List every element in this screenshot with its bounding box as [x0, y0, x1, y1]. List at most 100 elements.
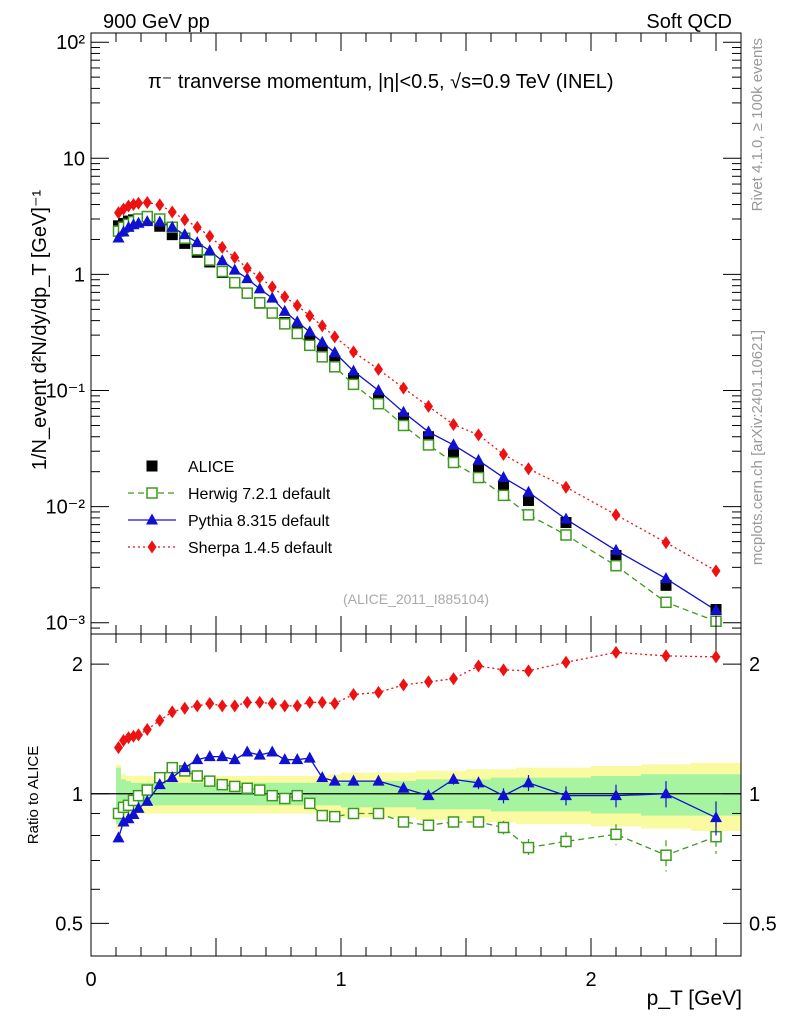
ratio-point-sherpa	[205, 697, 215, 711]
ratio-point-pythia	[472, 776, 485, 788]
ratio-point-sherpa	[180, 701, 190, 715]
point-herwig	[291, 327, 303, 340]
point-pythia	[253, 282, 266, 294]
point-sherpa	[205, 229, 215, 243]
point-pythia	[278, 304, 291, 316]
ratio-point-pythia	[203, 750, 216, 762]
ratio-point-pythia	[112, 831, 125, 843]
point-sherpa	[474, 428, 483, 442]
mcplots-label: mcplots.cern.ch [arXiv:2401.10621]	[749, 330, 766, 565]
main-panel: 10⁻³ 10⁻² 10⁻¹ 1 10 10²	[46, 32, 742, 635]
ratio-point-pythia	[447, 772, 460, 784]
rivet-label: Rivet 4.1.0, ≥ 100k events	[749, 38, 766, 211]
ratio-point-sherpa	[424, 675, 433, 689]
ratio-point-herwig	[422, 819, 435, 832]
ratio-ylabel: Ratio to ALICE	[25, 746, 42, 844]
point-herwig	[279, 318, 291, 330]
ratio-point-herwig	[191, 770, 203, 782]
point-pythia	[216, 254, 229, 266]
point-herwig	[660, 596, 672, 609]
ratio-series-herwig	[112, 761, 722, 872]
ratio-point-sherpa	[317, 695, 327, 709]
point-pythia	[178, 228, 191, 240]
ratio-point-sherpa	[230, 699, 240, 713]
ratio-point-pythia	[178, 761, 191, 773]
point-herwig	[329, 361, 341, 373]
ratio-point-pythia	[291, 753, 304, 765]
analysis-id: (ALICE_2011_I885104)	[343, 591, 489, 607]
point-pythia	[660, 572, 672, 584]
ratio-point-sherpa	[661, 649, 671, 663]
ratio-point-sherpa	[255, 695, 265, 709]
point-sherpa	[255, 271, 265, 285]
point-pythia	[241, 272, 254, 284]
point-pythia	[328, 346, 341, 358]
point-sherpa	[305, 309, 315, 323]
ratio-point-pythia	[710, 811, 722, 823]
point-pythia	[112, 231, 125, 243]
main-y-tick-label: 10⁻³	[46, 613, 86, 635]
point-sherpa	[349, 345, 358, 359]
ratio-point-herwig	[397, 816, 410, 828]
point-sherpa	[180, 213, 190, 227]
ratio-point-herwig	[610, 828, 622, 841]
ratio-point-sherpa	[142, 723, 152, 737]
main-y-tick-label: 1	[74, 264, 85, 286]
legend-marker-pythia	[146, 513, 158, 525]
ratio-point-pythia	[303, 751, 316, 763]
point-sherpa	[374, 362, 383, 376]
ratio-point-sherpa	[374, 685, 383, 699]
band-inner-bin	[121, 779, 126, 810]
data-point	[498, 480, 509, 492]
ratio-point-pythia	[241, 745, 254, 757]
point-herwig	[316, 351, 328, 363]
x-tick-label: 1	[335, 969, 346, 991]
point-pythia	[203, 244, 216, 256]
ratio-point-pythia	[422, 789, 435, 801]
ratio-point-sherpa	[242, 695, 252, 709]
point-herwig	[216, 265, 228, 278]
data-point	[523, 494, 534, 506]
point-sherpa	[155, 198, 165, 212]
ratio-point-sherpa	[561, 655, 571, 669]
header-left: 900 GeV pp	[103, 11, 210, 33]
point-pythia	[497, 471, 510, 483]
data-point	[329, 355, 341, 367]
ratio-point-sherpa	[305, 695, 315, 709]
legend-entry-pythia: Pythia 8.315 default	[128, 513, 330, 530]
point-pythia	[266, 291, 279, 303]
ratio-point-pythia	[153, 778, 166, 790]
main-series-sherpa	[118, 201, 717, 572]
ratio-point-herwig	[316, 809, 328, 822]
ratio-point-sherpa	[349, 688, 358, 702]
point-sherpa	[267, 280, 277, 294]
point-sherpa	[561, 480, 571, 494]
main-y-tick-label: 10⁻¹	[46, 381, 86, 403]
series-line-herwig	[118, 215, 717, 622]
main-series-herwig	[118, 215, 717, 622]
legend-marker-sherpa	[147, 540, 157, 554]
point-sherpa	[611, 508, 621, 522]
main-y-tick-label: 10²	[56, 32, 85, 54]
ratio-point-pythia	[253, 748, 266, 760]
ratio-point-pythia	[132, 801, 145, 813]
main-ylabel: 1/N_event d²N/dy/dp_T [GeV]⁻¹	[29, 190, 51, 471]
ratio-point-herwig	[204, 775, 216, 787]
ratio-point-pythia	[141, 794, 154, 806]
ratio-point-sherpa	[524, 664, 533, 678]
ratio-point-sherpa	[155, 713, 165, 727]
point-pythia	[560, 512, 572, 524]
point-sherpa	[242, 261, 252, 275]
point-sherpa	[217, 240, 227, 254]
legend-entry-data: ALICE	[146, 459, 234, 476]
point-pythia	[141, 215, 154, 227]
point-herwig	[522, 509, 535, 521]
plot-title: π⁻ tranverse momentum, |η|<0.5, √s=0.9 T…	[148, 71, 614, 93]
point-sherpa	[142, 196, 152, 210]
x-ticks: 0 1 2	[85, 33, 742, 991]
point-pythia	[132, 216, 145, 228]
ratio-point-sherpa	[217, 699, 227, 713]
data-point	[660, 579, 672, 591]
ratio-point-pythia	[266, 745, 279, 757]
ratio-point-herwig	[447, 816, 460, 828]
